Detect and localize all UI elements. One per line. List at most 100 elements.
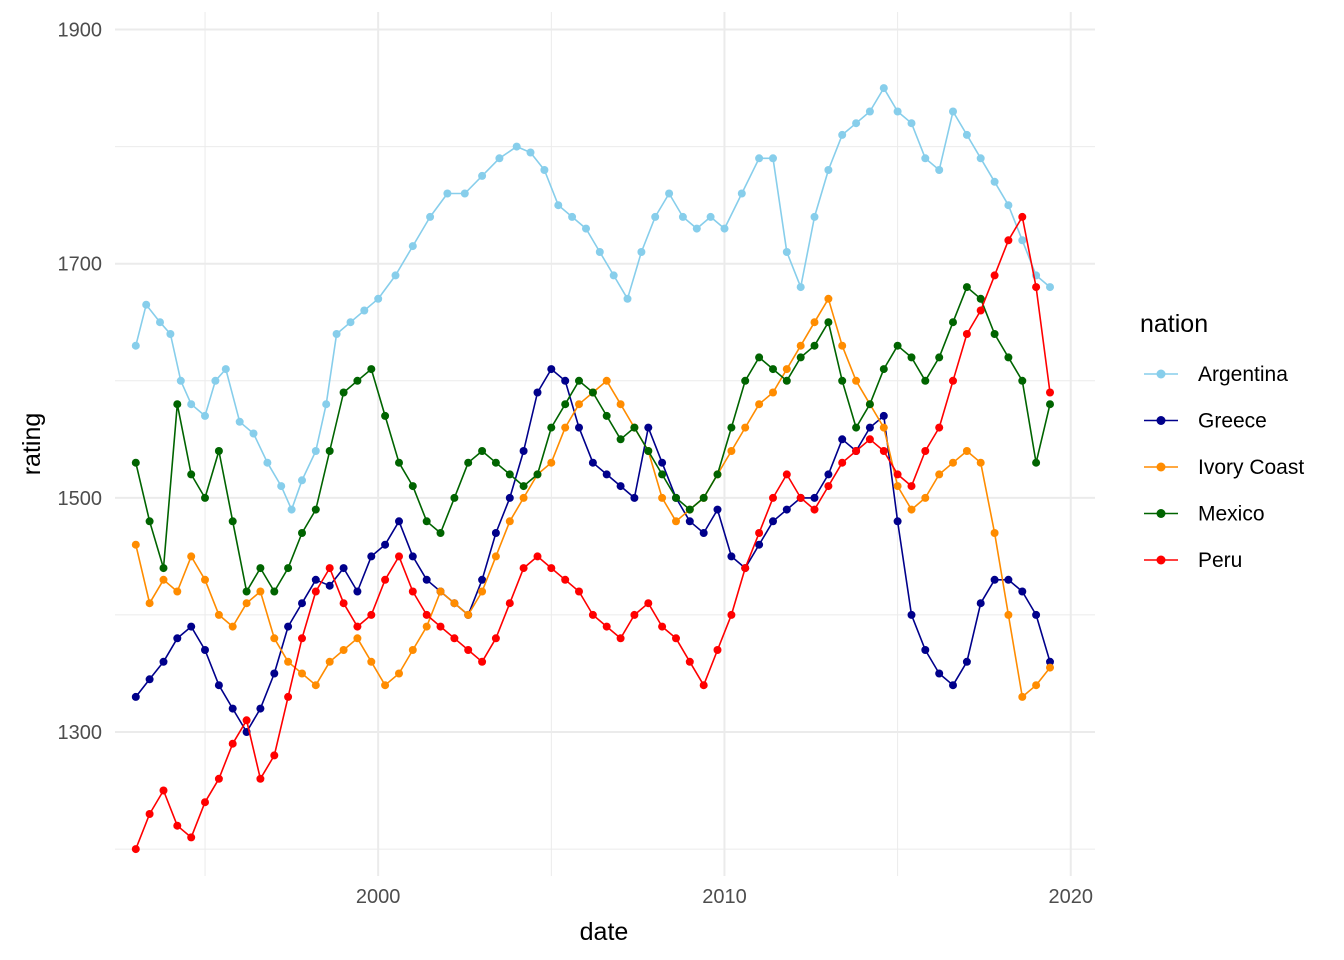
data-point	[1018, 692, 1027, 701]
legend-key-point	[1156, 369, 1166, 379]
data-point	[755, 154, 764, 163]
data-point	[505, 493, 514, 502]
data-point	[852, 423, 861, 432]
data-point	[907, 119, 916, 128]
data-point	[214, 610, 223, 619]
data-point	[395, 517, 403, 526]
data-point	[339, 564, 348, 573]
data-point	[865, 435, 874, 444]
data-point	[322, 400, 331, 409]
data-point	[533, 470, 542, 479]
data-point	[166, 330, 175, 338]
data-point	[505, 470, 514, 479]
data-point	[782, 470, 791, 479]
data-point	[907, 610, 916, 619]
data-point	[838, 458, 847, 467]
data-point	[865, 423, 874, 432]
data-point	[561, 376, 570, 385]
data-point	[221, 365, 230, 374]
grid	[115, 12, 1095, 876]
data-point	[145, 599, 154, 608]
data-point	[478, 447, 487, 455]
data-point	[796, 341, 805, 350]
data-point	[602, 622, 611, 631]
data-point	[436, 587, 445, 596]
data-point	[713, 505, 722, 514]
data-point	[990, 575, 999, 584]
legend-label: Greece	[1198, 410, 1267, 433]
data-point	[187, 622, 196, 631]
legend-item: Greece	[1144, 410, 1267, 433]
series-line	[135, 368, 1051, 733]
y-tick-label: 1300	[58, 722, 103, 744]
data-point	[630, 610, 639, 619]
data-point	[678, 212, 687, 221]
data-point	[644, 423, 653, 432]
legend-label: Ivory Coast	[1198, 456, 1304, 479]
data-point	[374, 294, 383, 303]
data-point	[561, 575, 570, 584]
data-point	[298, 669, 306, 678]
data-point	[949, 107, 957, 116]
data-point	[325, 447, 334, 455]
data-point	[187, 552, 196, 561]
data-point	[422, 610, 431, 619]
data-point	[339, 388, 348, 397]
data-point	[381, 540, 390, 549]
data-point	[976, 306, 985, 315]
data-point	[713, 646, 722, 654]
data-point	[1046, 663, 1054, 672]
data-point	[311, 505, 320, 514]
data-point	[692, 224, 701, 233]
data-point	[602, 376, 611, 385]
data-point	[1004, 236, 1013, 245]
series-line	[135, 87, 1051, 511]
data-point	[935, 470, 944, 479]
legend-title: nation	[1140, 310, 1208, 338]
data-point	[298, 476, 306, 485]
data-point	[962, 283, 971, 292]
series-mexico	[131, 283, 1054, 596]
data-point	[782, 365, 791, 374]
data-point	[353, 376, 362, 385]
data-point	[685, 657, 694, 666]
data-point	[298, 529, 306, 537]
data-point	[311, 575, 320, 584]
data-point	[755, 353, 764, 362]
data-point	[443, 189, 452, 198]
data-point	[810, 341, 819, 350]
data-point	[602, 411, 611, 420]
data-point	[214, 774, 223, 783]
data-point	[575, 587, 583, 596]
y-axis-title: rating	[18, 413, 46, 476]
data-point	[228, 622, 237, 631]
data-point	[879, 447, 888, 455]
data-point	[284, 622, 293, 631]
data-point	[554, 201, 563, 210]
data-point	[228, 517, 237, 526]
data-point	[976, 458, 985, 467]
data-point	[1018, 236, 1027, 245]
data-point	[270, 751, 279, 760]
data-point	[450, 493, 459, 502]
data-point	[339, 646, 348, 654]
data-point	[298, 599, 306, 608]
data-point	[1018, 587, 1027, 596]
data-point	[526, 148, 535, 157]
data-point	[547, 423, 556, 432]
legend-label: Peru	[1198, 549, 1242, 572]
legend-label: Argentina	[1198, 363, 1288, 386]
axes: 2000 2010 2020 1300 1500 1700 1900	[58, 20, 1094, 908]
data-point	[568, 212, 577, 221]
data-point	[450, 634, 459, 643]
data-point	[287, 505, 296, 514]
data-point	[644, 447, 653, 455]
data-point	[893, 341, 902, 350]
x-tick-label: 2010	[702, 886, 747, 908]
data-point	[706, 212, 715, 221]
data-point	[325, 657, 334, 666]
data-point	[609, 271, 618, 280]
data-point	[159, 575, 168, 584]
data-point	[713, 470, 722, 479]
data-point	[602, 470, 611, 479]
